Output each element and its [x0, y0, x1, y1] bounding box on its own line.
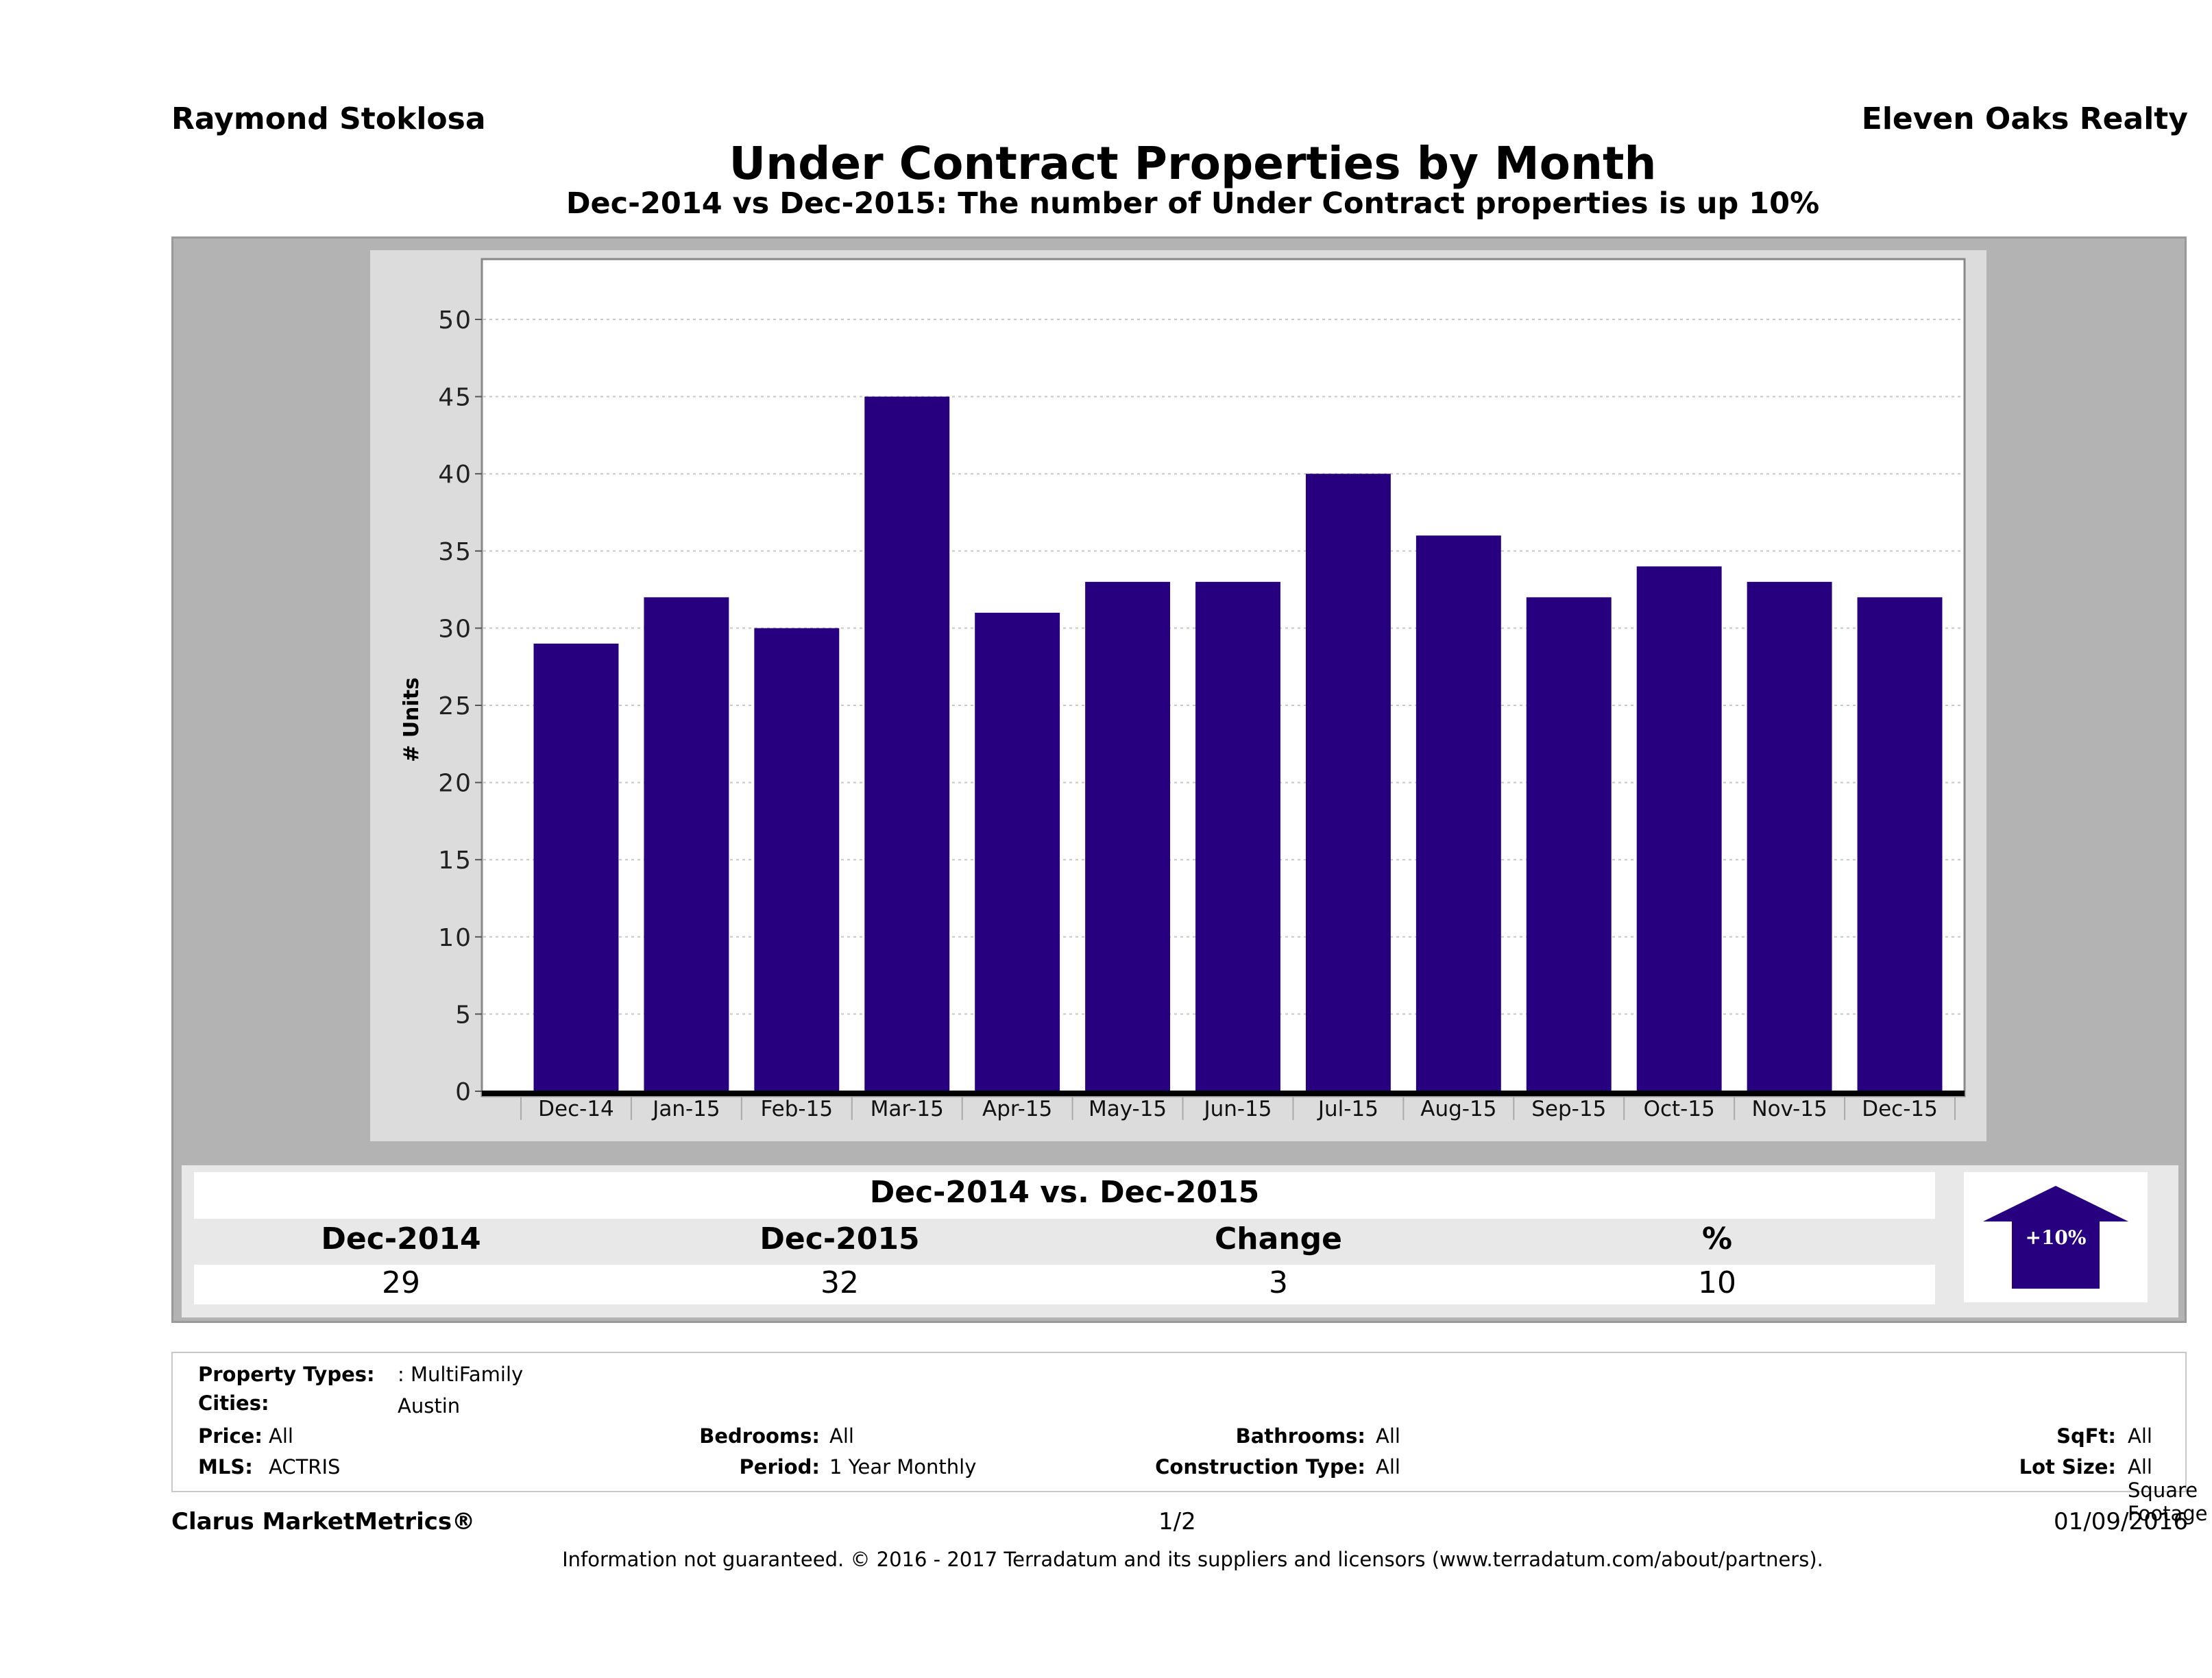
summary-value-dec-2014: 29 [382, 1265, 420, 1300]
property-types-value: : MultiFamily [398, 1363, 524, 1386]
x-tick-label: Apr-15 [982, 1097, 1052, 1121]
y-tick-label: 45 [438, 384, 472, 412]
bar-mar-15 [864, 396, 950, 1091]
summary-value-change: 3 [1269, 1265, 1288, 1300]
chart-panel: 0 5 10 15 20 25 30 35 40 45 50 Dec-14 Jan-15 Feb-15 Ma… [370, 250, 1986, 1141]
summary-header-dec-2015: Dec-2015 [759, 1221, 920, 1256]
filter-details: Property Types: : MultiFamily Cities: Au… [171, 1352, 2208, 1525]
bedrooms-value: All [829, 1424, 854, 1448]
lot-size-value: All Square Footage [2128, 1455, 2208, 1525]
bar-jul-15 [1305, 474, 1391, 1091]
x-tick-label: Jan-15 [651, 1097, 720, 1121]
price-label: Price: [198, 1424, 263, 1448]
x-tick-label: Feb-15 [761, 1097, 834, 1121]
y-tick-label: 50 [438, 306, 472, 335]
x-tick-label: Sep-15 [1531, 1097, 1606, 1121]
bar-chart: 0 5 10 15 20 25 30 35 40 45 50 Dec-14 Jan-15 Feb-15 Ma… [400, 258, 1966, 1121]
page-number: 1/2 [1158, 1508, 1196, 1535]
change-indicator: +10% [1964, 1172, 2148, 1302]
x-tick-label: Nov-15 [1751, 1097, 1827, 1121]
cities-value: Austin [398, 1394, 461, 1418]
y-tick-label: 25 [438, 692, 472, 720]
bar-may-15 [1085, 581, 1171, 1091]
chart-subtitle: Dec-2014 vs Dec-2015: The number of Unde… [566, 186, 1820, 221]
x-tick-label: Jul-15 [1317, 1097, 1378, 1121]
company-name: Eleven Oaks Realty [1861, 101, 2188, 136]
period-label: Period: [739, 1455, 820, 1479]
x-tick-label: Oct-15 [1644, 1097, 1715, 1121]
y-tick-label: 15 [438, 847, 472, 875]
bar-sep-15 [1526, 597, 1612, 1091]
x-tick-label: May-15 [1089, 1097, 1167, 1121]
property-types-label: Property Types: [198, 1363, 375, 1386]
y-tick-label: 40 [438, 461, 472, 489]
y-tick-label: 30 [438, 615, 472, 643]
bar-aug-15 [1415, 535, 1501, 1091]
y-tick-label: 20 [438, 770, 472, 798]
bathrooms-value: All [1376, 1424, 1400, 1448]
x-tick-label: Dec-14 [538, 1097, 614, 1121]
y-tick-label: 0 [455, 1078, 472, 1106]
disclaimer: Information not guaranteed. © 2016 - 201… [562, 1548, 1823, 1571]
summary-header-change: Change [1215, 1221, 1342, 1256]
bedrooms-label: Bedrooms: [699, 1424, 820, 1448]
summary-panel: Dec-2014 vs. Dec-2015 Dec-2014 Dec-2015 … [182, 1165, 2178, 1317]
y-axis-label: # Units [400, 677, 424, 762]
summary-header-dec-2014: Dec-2014 [321, 1221, 481, 1256]
change-percent-label: +10% [2025, 1226, 2086, 1249]
x-tick-label: Mar-15 [871, 1097, 944, 1121]
mls-value: ACTRIS [269, 1455, 341, 1479]
bar-nov-15 [1747, 581, 1832, 1091]
bar-jun-15 [1195, 581, 1280, 1091]
summary-title-band [194, 1172, 1935, 1219]
bar-apr-15 [975, 612, 1060, 1091]
y-tick-label: 35 [438, 538, 472, 566]
summary-header-percent: % [1701, 1221, 1733, 1256]
summary-value-percent: 10 [1698, 1265, 1736, 1300]
bar-jan-15 [644, 597, 729, 1091]
sqft-value: All [2128, 1424, 2152, 1448]
construction-type-value: All [1376, 1455, 1400, 1479]
lot-size-label: Lot Size: [2019, 1455, 2116, 1479]
mls-label: MLS: [198, 1455, 253, 1479]
sqft-label: SqFt: [2056, 1424, 2116, 1448]
bar-dec-14 [533, 643, 619, 1091]
bar-dec-15 [1857, 597, 1943, 1091]
price-value: All [269, 1424, 293, 1448]
bar-oct-15 [1636, 566, 1722, 1091]
y-tick-label: 10 [438, 924, 472, 952]
chart-title: Under Contract Properties by Month [729, 137, 1657, 190]
bar-feb-15 [754, 628, 840, 1091]
brand-footer: Clarus MarketMetrics® [171, 1508, 476, 1535]
x-tick-label: Jun-15 [1202, 1097, 1272, 1121]
summary-title: Dec-2014 vs. Dec-2015 [869, 1175, 1260, 1210]
period-value: 1 Year Monthly [829, 1455, 977, 1479]
agent-name: Raymond Stoklosa [171, 101, 486, 136]
summary-values-band [194, 1265, 1935, 1304]
bathrooms-label: Bathrooms: [1235, 1424, 1365, 1448]
construction-type-label: Construction Type: [1155, 1455, 1365, 1479]
x-tick-label: Dec-15 [1862, 1097, 1938, 1121]
cities-label: Cities: [198, 1391, 269, 1415]
summary-value-dec-2015: 32 [821, 1265, 859, 1300]
x-tick-label: Aug-15 [1420, 1097, 1496, 1121]
report-date: 01/09/2016 [2054, 1508, 2188, 1535]
up-arrow-icon [1983, 1186, 2128, 1289]
y-tick-label: 5 [455, 1001, 472, 1029]
